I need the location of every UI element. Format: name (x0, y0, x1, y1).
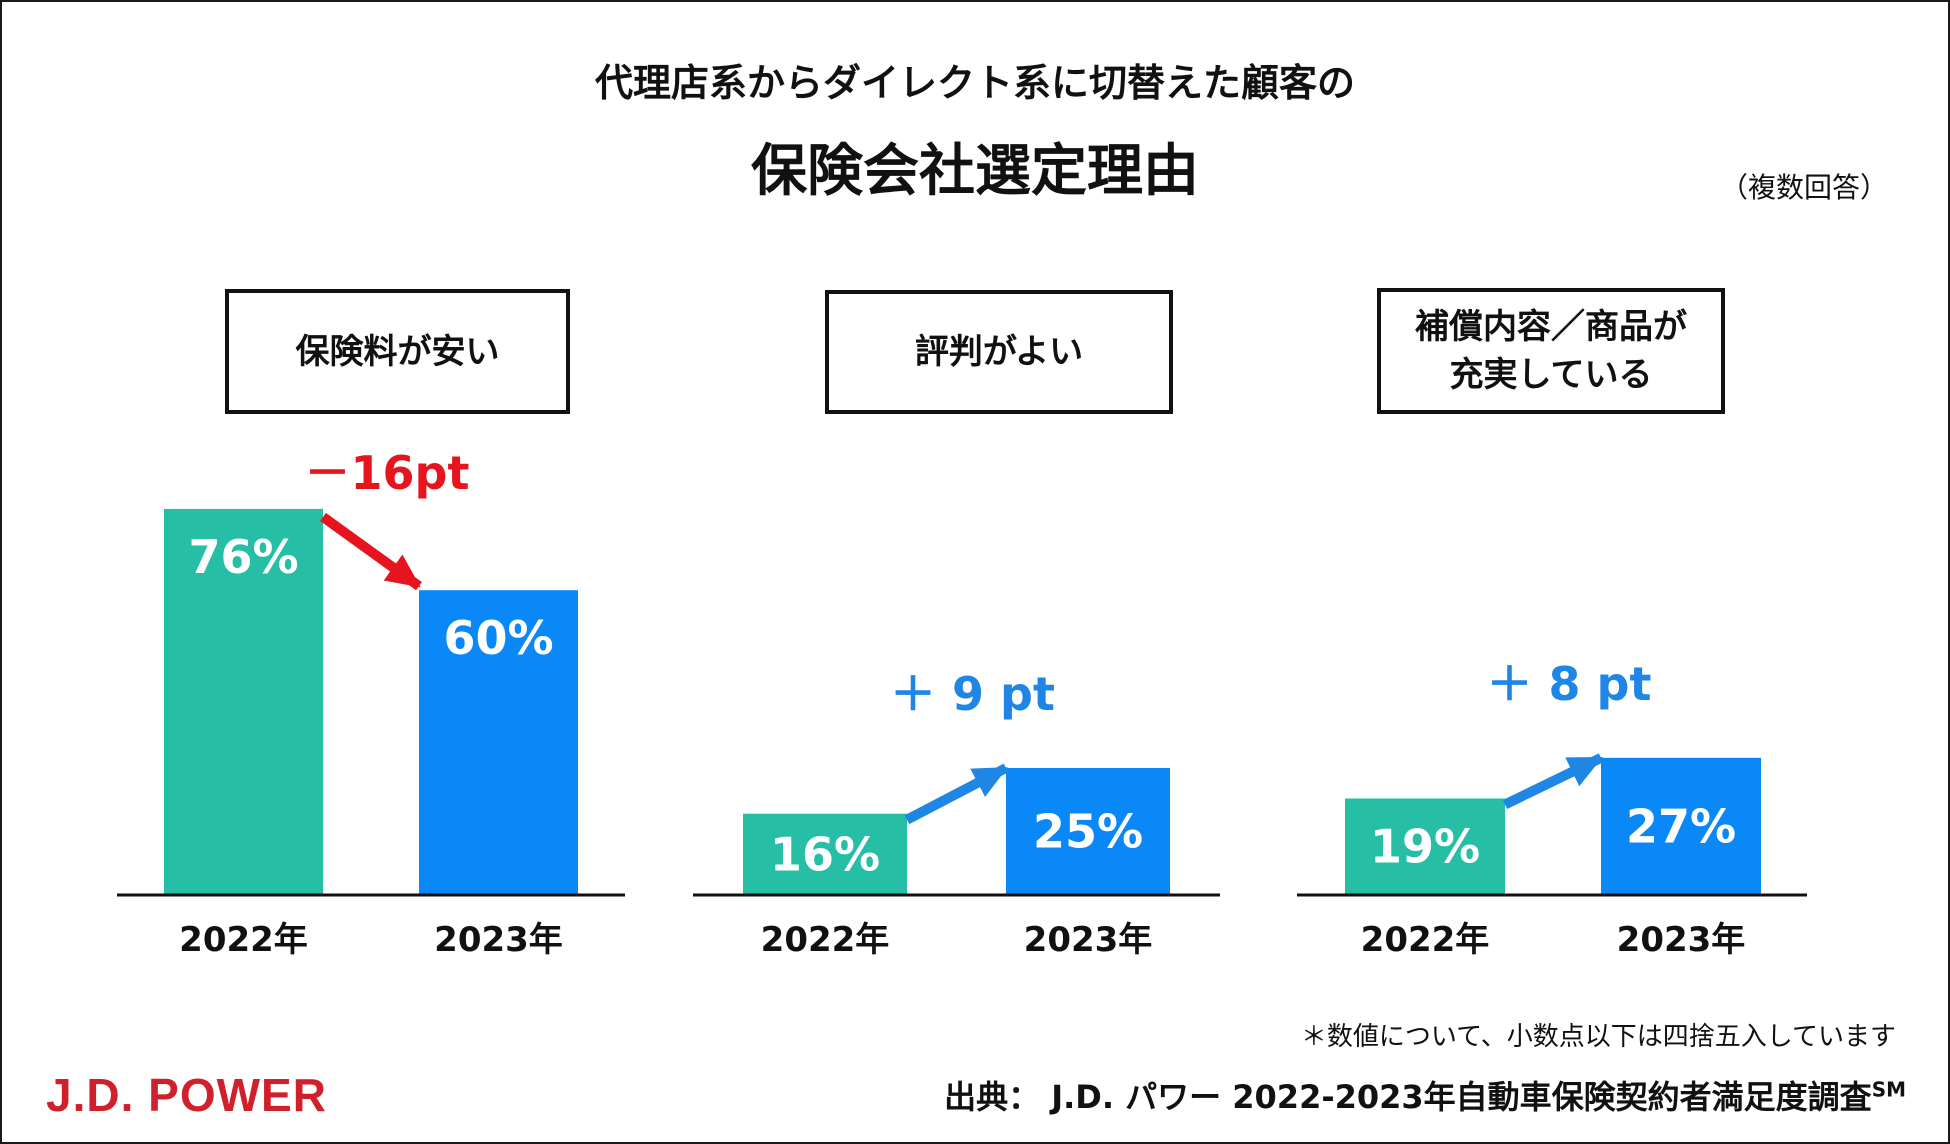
category-label-p3-2023: 2023年 (1617, 920, 1746, 960)
value-label-p1-2023: 60% (443, 611, 553, 665)
value-label-p1-2022: 76% (188, 530, 298, 584)
chart-title: 保険会社選定理由 (751, 139, 1199, 204)
chart-subtitle: 代理店系からダイレクト系に切替えた顧客の (594, 61, 1355, 105)
category-label-p2-2023: 2023年 (1024, 920, 1153, 960)
bar-p2-2023 (1006, 768, 1170, 895)
bar-p1-2023 (419, 590, 578, 895)
change-label-p2: ＋ 9 pt (890, 667, 1055, 721)
change-label-p1: －16pt (305, 446, 470, 500)
jd-power-logo: J.D. POWER (46, 1069, 327, 1121)
value-label-p2-2022: 16% (770, 827, 880, 881)
bar-p3-2022 (1345, 798, 1505, 895)
panel-title-reputation: 評判がよい (914, 332, 1084, 372)
bar-p3-2023 (1601, 757, 1761, 895)
multiple-answer-note: （複数回答） (1719, 171, 1888, 204)
change-arrow-p1 (320, 512, 422, 591)
panel-title-box-reputation: 評判がよい (825, 290, 1173, 414)
category-label-p1-2022: 2022年 (179, 920, 308, 960)
panel-title-box-coverage: 補償内容／商品が 充実している (1377, 288, 1725, 414)
category-label-p2-2022: 2022年 (761, 920, 890, 960)
panel-title-price: 保険料が安い (295, 331, 500, 372)
panel-title-coverage: 補償内容／商品が 充実している (1415, 307, 1687, 395)
value-label-p3-2023: 27% (1626, 799, 1736, 853)
change-label-p3: ＋ 8 pt (1487, 657, 1652, 711)
change-arrow-p2 (904, 763, 1009, 825)
value-label-p3-2022: 19% (1370, 820, 1480, 874)
rounding-footnote: ＊数値について、小数点以下は四捨五入しています (1300, 1022, 1896, 1052)
service-mark: SM (1871, 1077, 1906, 1102)
source-text: 出典： J.D. パワー 2022-2023年自動車保険契約者満足度調査 (944, 1078, 1872, 1116)
change-arrow-p3 (1502, 753, 1604, 809)
category-label-p3-2022: 2022年 (1361, 920, 1490, 960)
source-citation: 出典： J.D. パワー 2022-2023年自動車保険契約者満足度調査SM (944, 1072, 1906, 1118)
panel-title-box-price: 保険料が安い (225, 289, 570, 414)
value-label-p2-2023: 25% (1033, 805, 1143, 859)
bar-p2-2022 (743, 813, 907, 895)
bar-p1-2022 (164, 508, 323, 895)
category-label-p1-2023: 2023年 (434, 920, 563, 960)
